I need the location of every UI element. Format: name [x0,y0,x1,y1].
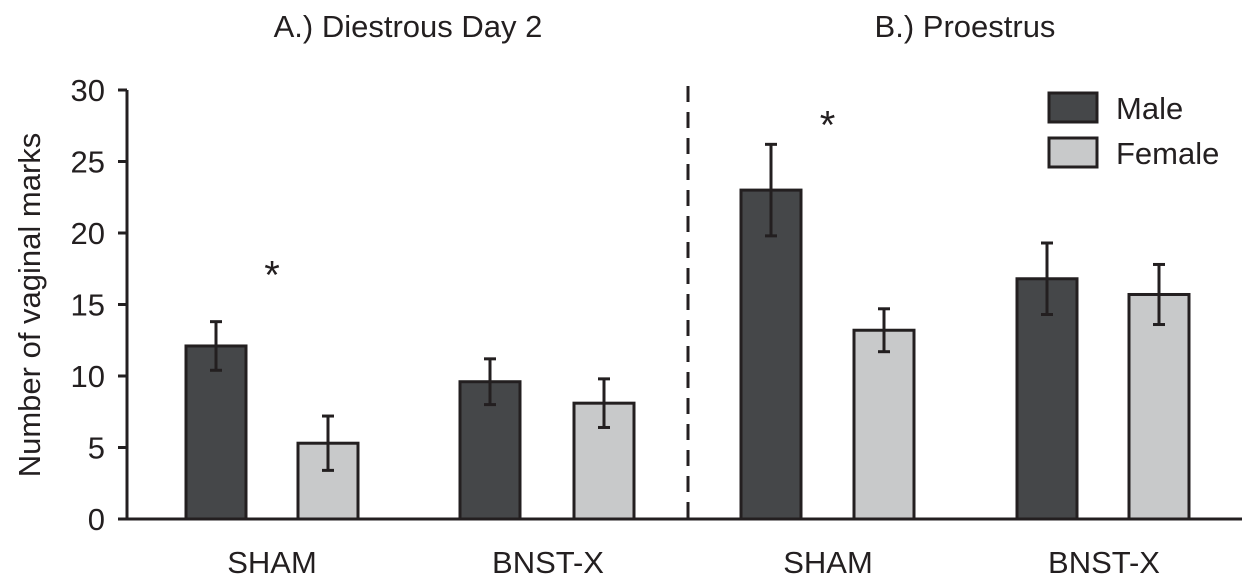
bars-layer [184,142,1191,521]
significance-marker: * [264,253,280,297]
legend: Male Female [1047,91,1219,171]
labels-layer: SHAM * BNST-X SHAM * BNST-X [227,103,1160,580]
x-tick-label: SHAM [227,545,317,580]
bar-female-sham [852,328,916,521]
y-tick-label: 20 [71,216,105,251]
bar-male-sham [184,344,248,521]
y-tick-label: 30 [71,73,105,108]
bar-male-sham [739,188,803,521]
legend-label-male: Male [1116,91,1183,126]
legend-label-female: Female [1116,136,1219,171]
y-tick-label: 10 [71,359,105,394]
y-tick-label: 0 [88,502,105,537]
legend-swatch-male [1047,91,1099,124]
y-tick-label: 5 [88,431,105,466]
x-tick-label: BNST-X [492,545,604,580]
legend-swatch-female [1047,136,1099,169]
x-tick-label: SHAM [783,545,873,580]
y-tick-label: 25 [71,145,105,180]
y-axis-label: Number of vaginal marks [12,133,47,478]
x-tick-label: BNST-X [1048,545,1160,580]
y-tick-label: 15 [71,288,105,323]
bar-female-bnst-x [1127,292,1191,521]
significance-marker: * [820,103,836,147]
axes-layer: 0 5 10 15 20 25 30 [71,73,1242,537]
panel-b-title: B.) Proestrus [875,9,1056,44]
panel-a-title: A.) Diestrous Day 2 [274,9,543,44]
bar-male-bnst-x [1015,277,1079,521]
